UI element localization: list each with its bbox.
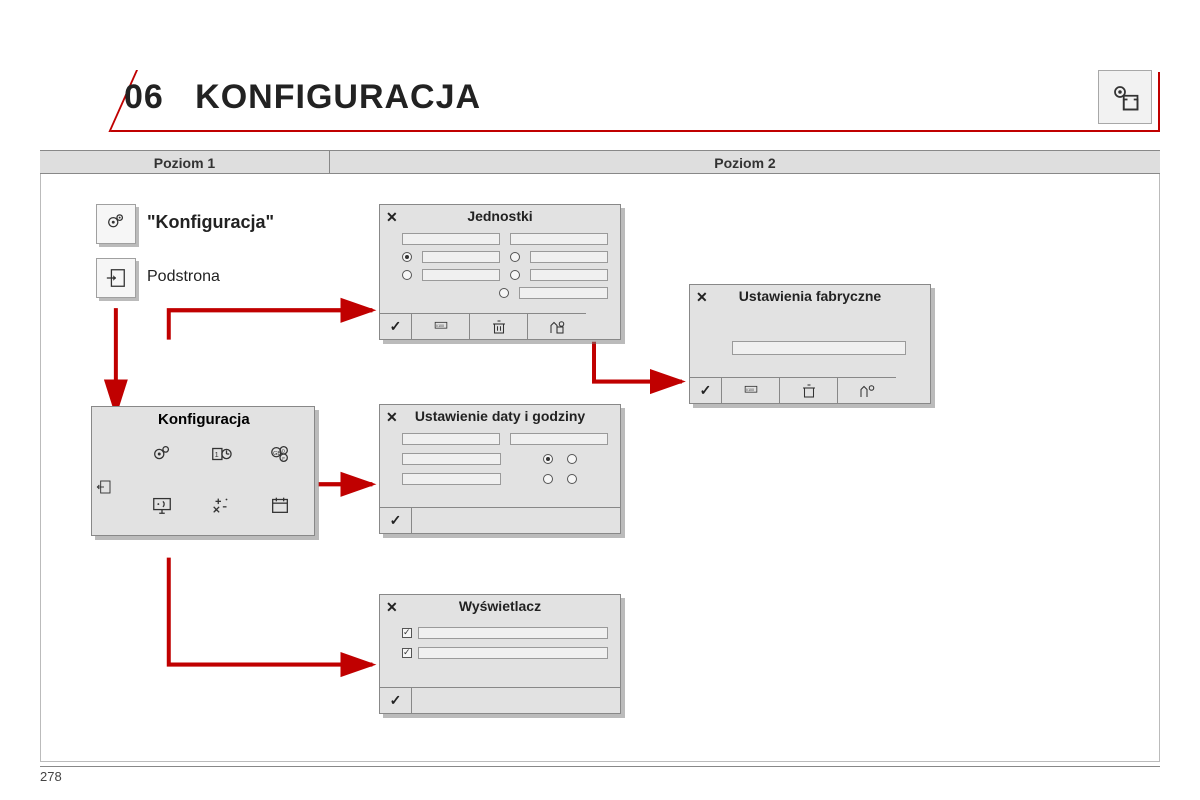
factory-reset-icon <box>528 313 586 339</box>
check-icon: ✓ <box>380 687 412 713</box>
enter-icon <box>96 258 136 298</box>
factory-reset-icon <box>838 377 896 403</box>
check-icon: ✓ <box>380 313 412 339</box>
units-km-icon: l/100 <box>722 377 780 403</box>
radio-icon <box>567 474 577 484</box>
units-title: Jednostki <box>380 205 620 229</box>
display-title: Wyświetlacz <box>380 595 620 619</box>
radio-icon <box>402 252 412 262</box>
datetime-title: Ustawienie daty i godziny <box>380 405 620 429</box>
level1-header: Poziom 1 <box>40 151 330 173</box>
root-subpage-label: Podstrona <box>147 268 220 286</box>
radio-icon <box>510 252 520 262</box>
hub-language-icon: GBDF <box>255 433 304 474</box>
hub-title: Konfiguracja <box>158 411 250 428</box>
page-number: 278 <box>40 766 1160 784</box>
page-title: 06 KONFIGURACJA <box>124 78 481 117</box>
hub-units-icon <box>197 484 246 525</box>
levels-header-row: Poziom 1 Poziom 2 <box>40 150 1160 174</box>
display-panel: ✕ Wyświetlacz ✓ <box>379 594 621 714</box>
close-icon: ✕ <box>386 209 398 226</box>
close-icon: ✕ <box>386 409 398 426</box>
units-km-icon: l/100 <box>412 313 470 339</box>
exit-icon <box>96 479 112 498</box>
radio-icon <box>567 454 577 464</box>
hub-display-icon <box>138 484 187 525</box>
datetime-panel: ✕ Ustawienie daty i godziny <box>379 404 621 534</box>
radio-icon <box>543 474 553 484</box>
diagram-canvas: "Konfiguracja" Podstrona Konfiguracja 1 <box>40 174 1160 762</box>
check-icon: ✓ <box>380 507 412 533</box>
hub-calendar-icon <box>255 484 304 525</box>
hub-clock-icon: 1 <box>197 433 246 474</box>
radio-icon <box>543 454 553 464</box>
radio-icon <box>510 270 520 280</box>
svg-text:F: F <box>282 455 285 460</box>
radio-icon <box>499 288 509 298</box>
units-panel: ✕ Jednostki ✓ l/100 <box>379 204 621 340</box>
close-icon: ✕ <box>386 599 398 616</box>
config-hub-panel: Konfiguracja 1 GBDF <box>91 406 315 536</box>
checkbox-icon <box>402 648 412 658</box>
checkbox-icon <box>402 628 412 638</box>
factory-panel: ✕ Ustawienia fabryczne ✓ l/100 <box>689 284 931 404</box>
svg-text:D: D <box>281 448 285 453</box>
gear-icon <box>96 204 136 244</box>
factory-title: Ustawienia fabryczne <box>690 285 930 309</box>
delete-icon <box>470 313 528 339</box>
svg-text:l/100: l/100 <box>436 324 444 328</box>
svg-text:l/100: l/100 <box>746 388 754 392</box>
level2-header: Poziom 2 <box>330 151 1160 173</box>
check-icon: ✓ <box>690 377 722 403</box>
radio-icon <box>402 270 412 280</box>
header-config-icon <box>1098 70 1152 124</box>
section-number: 06 <box>124 78 164 116</box>
svg-text:1: 1 <box>215 449 219 458</box>
delete-icon <box>780 377 838 403</box>
hub-gear-icon <box>138 433 187 474</box>
section-title: KONFIGURACJA <box>195 78 481 116</box>
close-icon: ✕ <box>696 289 708 306</box>
root-gear-label: "Konfiguracja" <box>147 212 274 233</box>
